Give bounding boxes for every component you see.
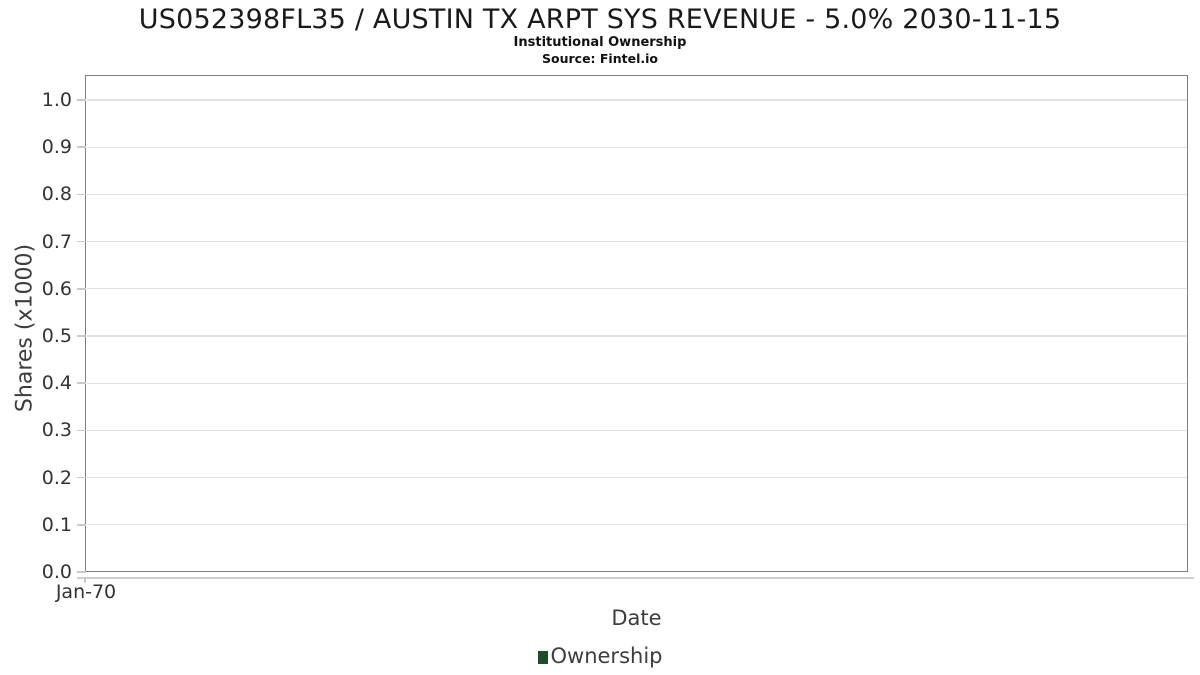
chart-source: Source: Fintel.io — [542, 51, 658, 66]
y-tick-label: 0.0 — [41, 561, 72, 583]
y-tick-label: 0.2 — [41, 466, 72, 489]
x-axis-title: Date — [611, 606, 662, 630]
y-tick-label: 0.3 — [41, 419, 72, 442]
gridline-y-1.0 — [86, 99, 1187, 101]
plot-area — [85, 75, 1188, 572]
y-tick-label: 1.0 — [41, 89, 72, 111]
y-tick-mark — [77, 382, 86, 384]
y-tick-mark — [77, 99, 86, 101]
y-tick-mark — [77, 571, 86, 573]
gridline-y-0.2 — [86, 477, 1187, 479]
x-axis-line — [77, 577, 1194, 579]
x-tick-label: Jan-70 — [55, 581, 117, 603]
gridline-y-0.6 — [86, 288, 1187, 290]
x-tick-mark — [84, 577, 86, 583]
gridline-y-0.7 — [86, 241, 1187, 243]
y-tick-label: 0.9 — [41, 136, 72, 159]
y-tick-mark — [77, 429, 86, 432]
y-tick-label: 0.4 — [41, 372, 72, 395]
gridline-y-0.5 — [86, 335, 1187, 337]
y-tick-label: 0.7 — [41, 230, 72, 253]
y-tick-mark — [77, 146, 86, 148]
y-tick-mark — [77, 193, 86, 196]
gridline-y-0.3 — [86, 429, 1187, 431]
y-tick-mark — [77, 524, 86, 526]
legend-label-ownership: Ownership — [550, 644, 663, 668]
y-tick-mark — [77, 476, 86, 479]
gridline-y-0.9 — [86, 146, 1187, 148]
y-tick-label: 0.1 — [41, 513, 72, 536]
y-tick-mark — [77, 335, 86, 337]
chart-title: US052398FL35 / AUSTIN TX ARPT SYS REVENU… — [138, 4, 1062, 35]
gridline-y-0.8 — [86, 193, 1187, 195]
legend-swatch-ownership — [537, 651, 548, 664]
gridline-y-0.1 — [86, 524, 1187, 526]
y-tick-label: 0.6 — [41, 277, 72, 300]
y-tick-mark — [77, 288, 86, 290]
gridline-y-0.4 — [86, 382, 1187, 384]
legend: Ownership — [0, 644, 1200, 668]
chart-subtitle: Institutional Ownership — [513, 35, 687, 50]
y-tick-label: 0.5 — [41, 325, 72, 347]
y-tick-mark — [77, 240, 86, 243]
y-tick-label: 0.8 — [41, 183, 72, 206]
